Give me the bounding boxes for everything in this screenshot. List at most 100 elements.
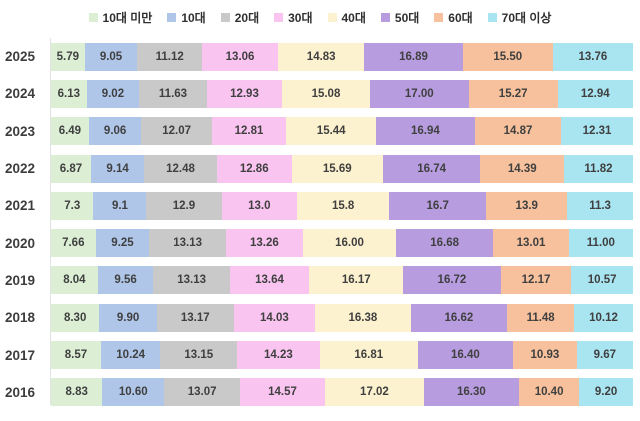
stacked-bar: 7.3 9.1 12.9 13.0 15.8 16.7 13.9 11.3 <box>51 191 633 220</box>
chart-row: 2017 8.57 10.24 13.15 14.23 16.81 16.40 10.93 9… <box>0 336 633 373</box>
bar-segment[interactable]: 13.13 <box>149 229 226 258</box>
bar-segment[interactable]: 12.31 <box>561 117 633 146</box>
bar-segment[interactable]: 14.83 <box>278 42 365 71</box>
year-tick-label: 2022 <box>4 161 35 177</box>
legend-item[interactable]: 20대 <box>220 9 260 26</box>
legend-item[interactable]: 50대 <box>380 9 419 26</box>
legend-item[interactable]: 70대 이상 <box>487 9 551 26</box>
bar-segment[interactable]: 9.67 <box>576 341 633 370</box>
bar-segment[interactable]: 12.93 <box>206 79 283 108</box>
bar-segment[interactable]: 9.90 <box>99 303 157 332</box>
bar-segment[interactable]: 12.48 <box>144 154 217 183</box>
bar-segment[interactable]: 8.57 <box>51 341 101 370</box>
y-axis-line <box>50 38 51 405</box>
bar-segment[interactable]: 16.30 <box>423 378 519 407</box>
bar-segment[interactable]: 13.13 <box>153 266 230 295</box>
bar-segment[interactable]: 16.40 <box>417 341 514 370</box>
bar-segment[interactable]: 13.06 <box>202 42 279 71</box>
legend-item[interactable]: 60대 <box>434 9 473 26</box>
bar-segment[interactable]: 9.14 <box>90 154 145 183</box>
bar-segment[interactable]: 13.17 <box>156 303 234 332</box>
bar-segment[interactable]: 12.9 <box>146 191 222 220</box>
bar-segment[interactable]: 9.1 <box>93 191 147 220</box>
bar-segment[interactable]: 13.07 <box>164 378 241 407</box>
bar-segment[interactable]: 12.17 <box>500 266 572 295</box>
bar-segment[interactable]: 14.03 <box>233 303 316 332</box>
stacked-bar: 8.04 9.56 13.13 13.64 16.17 16.72 12.17 10.57 <box>51 266 633 295</box>
legend-item[interactable]: 10대 <box>167 9 206 26</box>
bar-segment[interactable]: 13.9 <box>486 191 568 220</box>
bar-segment[interactable]: 10.12 <box>574 303 633 332</box>
bar-segment[interactable]: 7.3 <box>51 191 94 220</box>
bar-segment[interactable]: 8.04 <box>51 266 98 295</box>
stacked-bar: 6.49 9.06 12.07 12.81 15.44 16.94 14.87 12.31 <box>51 117 633 146</box>
bar-segment[interactable]: 12.86 <box>216 154 292 183</box>
bar-segment[interactable]: 9.06 <box>88 117 142 146</box>
bar-segment[interactable]: 11.12 <box>137 42 203 71</box>
bar-segment[interactable]: 5.79 <box>51 42 85 71</box>
legend-label: 10대 미만 <box>102 10 153 25</box>
bar-segment[interactable]: 11.82 <box>564 154 633 183</box>
bar-segment[interactable]: 13.76 <box>552 42 633 71</box>
bar-segment[interactable]: 9.05 <box>84 42 138 71</box>
bar-segment[interactable]: 16.81 <box>319 341 418 370</box>
bar-segment[interactable]: 8.30 <box>51 303 100 332</box>
bar-segment[interactable]: 15.8 <box>297 191 390 220</box>
bar-segment[interactable]: 17.00 <box>369 79 469 108</box>
bar-segment[interactable]: 11.3 <box>567 191 633 220</box>
bar-segment[interactable]: 15.44 <box>286 117 377 146</box>
bar-segment[interactable]: 9.56 <box>97 266 154 295</box>
bar-segment[interactable]: 11.63 <box>139 79 207 108</box>
bar-segment[interactable]: 13.01 <box>493 229 569 258</box>
bar-segment[interactable]: 12.94 <box>557 79 633 108</box>
stacked-bar: 8.30 9.90 13.17 14.03 16.38 16.62 11.48 10.12 <box>51 303 633 332</box>
legend-label: 30대 <box>288 10 313 25</box>
bar-segment[interactable]: 10.24 <box>100 341 161 370</box>
legend-item[interactable]: 30대 <box>274 9 313 26</box>
bar-segment[interactable]: 6.87 <box>51 154 91 183</box>
bar-segment[interactable]: 9.20 <box>579 378 633 407</box>
bar-segment[interactable]: 16.72 <box>403 266 501 295</box>
bar-segment[interactable]: 15.50 <box>462 42 553 71</box>
bar-segment[interactable]: 10.93 <box>513 341 577 370</box>
bar-segment[interactable]: 13.64 <box>229 266 310 295</box>
bar-segment[interactable]: 14.57 <box>240 378 325 407</box>
bar-segment[interactable]: 10.40 <box>518 378 580 407</box>
bar-segment[interactable]: 16.68 <box>396 229 494 258</box>
bar-segment[interactable]: 13.26 <box>225 229 303 258</box>
bar-segment[interactable]: 14.87 <box>474 117 562 146</box>
bar-segment[interactable]: 8.83 <box>51 378 103 407</box>
bar-segment[interactable]: 11.00 <box>568 229 633 258</box>
bar-segment[interactable]: 16.38 <box>315 303 411 332</box>
bar-segment[interactable]: 15.69 <box>291 154 383 183</box>
bar-segment[interactable]: 14.23 <box>237 341 320 370</box>
bar-segment[interactable]: 13.15 <box>160 341 237 370</box>
bar-segment[interactable]: 15.27 <box>468 79 558 108</box>
bar-segment[interactable]: 16.94 <box>376 117 475 146</box>
bar-segment[interactable]: 16.00 <box>302 229 397 258</box>
bar-segment[interactable]: 6.49 <box>51 117 89 146</box>
legend-label: 20대 <box>234 10 260 25</box>
bar-segment[interactable]: 11.48 <box>507 303 575 332</box>
bar-segment[interactable]: 13.0 <box>221 191 298 220</box>
bar-segment[interactable]: 16.74 <box>382 154 481 183</box>
bar-segment[interactable]: 10.57 <box>571 266 633 295</box>
bar-segment[interactable]: 16.17 <box>309 266 404 295</box>
chart-row: 2023 6.49 9.06 12.07 12.81 15.44 16.94 14.87 12… <box>0 113 633 150</box>
legend-item[interactable]: 10대 미만 <box>88 9 153 26</box>
bar-segment[interactable]: 10.60 <box>102 378 165 407</box>
bar-segment[interactable]: 17.02 <box>324 378 424 407</box>
bar-segment[interactable]: 6.13 <box>51 79 87 108</box>
bar-segment[interactable]: 7.66 <box>51 229 96 258</box>
bar-segment[interactable]: 12.81 <box>211 117 287 146</box>
legend-item[interactable]: 40대 <box>327 9 366 26</box>
bar-segment[interactable]: 12.07 <box>141 117 212 146</box>
bar-segment[interactable]: 9.25 <box>95 229 150 258</box>
bar-segment[interactable]: 14.39 <box>480 154 565 183</box>
bar-segment[interactable]: 16.89 <box>364 42 463 71</box>
bar-segment[interactable]: 9.02 <box>86 79 140 108</box>
bar-segment[interactable]: 16.62 <box>410 303 508 332</box>
bar-segment[interactable]: 16.7 <box>389 191 487 220</box>
chart-row: 2022 6.87 9.14 12.48 12.86 15.69 16.74 14.39 11… <box>0 150 633 187</box>
bar-segment[interactable]: 15.08 <box>282 79 370 108</box>
